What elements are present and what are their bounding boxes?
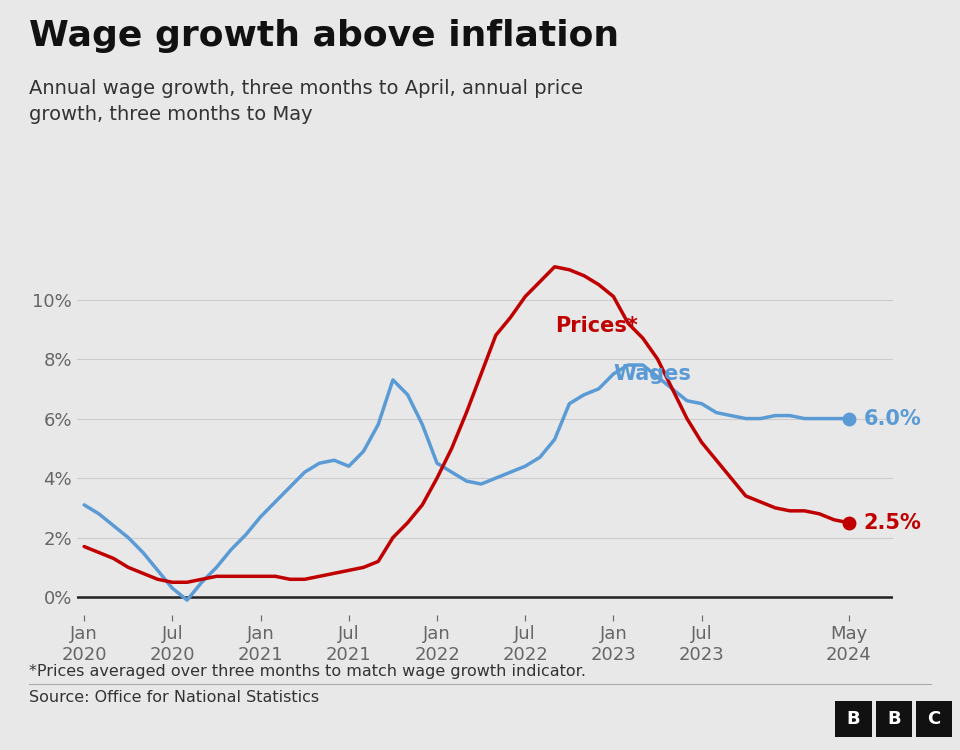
Text: B: B xyxy=(887,710,900,728)
Text: Annual wage growth, three months to April, annual price
growth, three months to : Annual wage growth, three months to Apri… xyxy=(29,79,583,124)
Text: Wages: Wages xyxy=(613,364,691,384)
Text: 6.0%: 6.0% xyxy=(863,409,922,428)
Text: B: B xyxy=(847,710,860,728)
Text: C: C xyxy=(927,710,941,728)
Text: 2.5%: 2.5% xyxy=(863,513,922,532)
Text: Wage growth above inflation: Wage growth above inflation xyxy=(29,19,619,53)
Text: Prices*: Prices* xyxy=(555,316,637,336)
Text: *Prices averaged over three months to match wage growth indicator.: *Prices averaged over three months to ma… xyxy=(29,664,586,679)
Text: Source: Office for National Statistics: Source: Office for National Statistics xyxy=(29,690,319,705)
